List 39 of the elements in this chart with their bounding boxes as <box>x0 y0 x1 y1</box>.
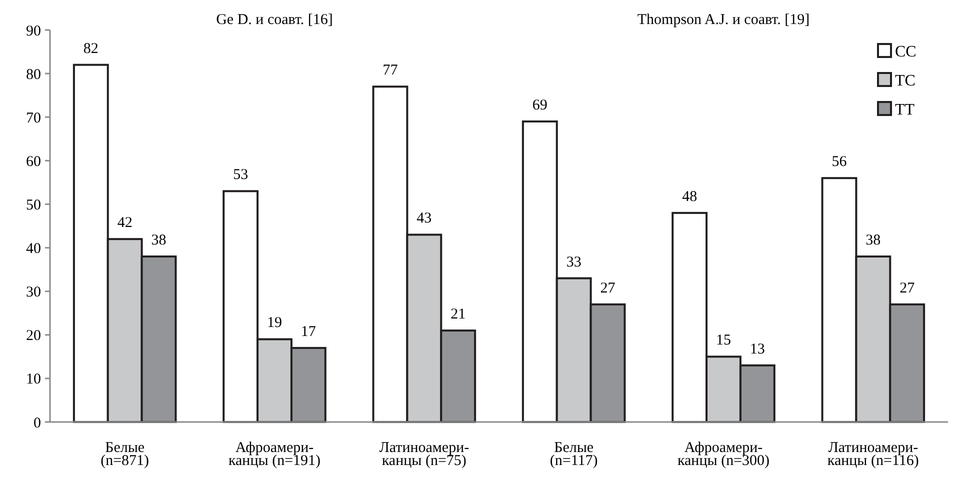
x-tick-label: Афроамери- канцы (n=191) <box>228 440 321 469</box>
x-tick-label: Латиноамери- канцы (n=116) <box>827 440 919 469</box>
y-tick-label: 20 <box>26 328 41 344</box>
data-label: 42 <box>117 215 132 232</box>
text: Thompson A.J. и соавт. [19] <box>637 12 810 28</box>
data-label: 19 <box>267 315 282 332</box>
data-label: 82 <box>83 40 98 57</box>
legend-label: TC <box>895 72 916 90</box>
x-tick-label: Латиноамери- канцы (n=75) <box>379 440 470 469</box>
y-tick-label: 0 <box>34 415 41 432</box>
y-tick-label: 60 <box>26 154 41 170</box>
y-tick-label: 30 <box>26 284 41 301</box>
data-label: 15 <box>716 332 731 349</box>
data-label: 27 <box>600 280 616 296</box>
y-tick-label: 90 <box>26 23 41 40</box>
data-label: 38 <box>866 232 881 248</box>
data-label: 27 <box>900 280 916 296</box>
x-tick-label: Белые (n=871) <box>100 440 150 469</box>
data-label: 77 <box>382 62 398 79</box>
data-label: 56 <box>832 154 848 170</box>
y-tick-label: 50 <box>26 197 41 214</box>
data-label: 48 <box>682 188 698 205</box>
x-tick-label: Афроамери- канцы (n=300) <box>677 440 770 469</box>
data-label: 38 <box>151 232 166 248</box>
data-label: 43 <box>416 210 432 227</box>
legend-label: CC <box>895 44 916 61</box>
data-label: 33 <box>566 254 582 270</box>
legend-label: TT <box>895 102 915 119</box>
y-tick-label: 40 <box>26 241 41 258</box>
data-label: 13 <box>750 341 765 358</box>
y-tick-label: 10 <box>26 372 41 388</box>
data-label: 21 <box>450 306 466 323</box>
data-label: 69 <box>532 97 548 114</box>
text: Ge D. и соавт. [16] <box>216 12 333 28</box>
data-label: 17 <box>300 324 316 340</box>
data-label: 53 <box>233 167 248 184</box>
y-tick-label: 70 <box>26 110 41 126</box>
y-tick-label: 80 <box>26 66 41 83</box>
x-tick-label: Белые (n=117) <box>550 440 598 469</box>
